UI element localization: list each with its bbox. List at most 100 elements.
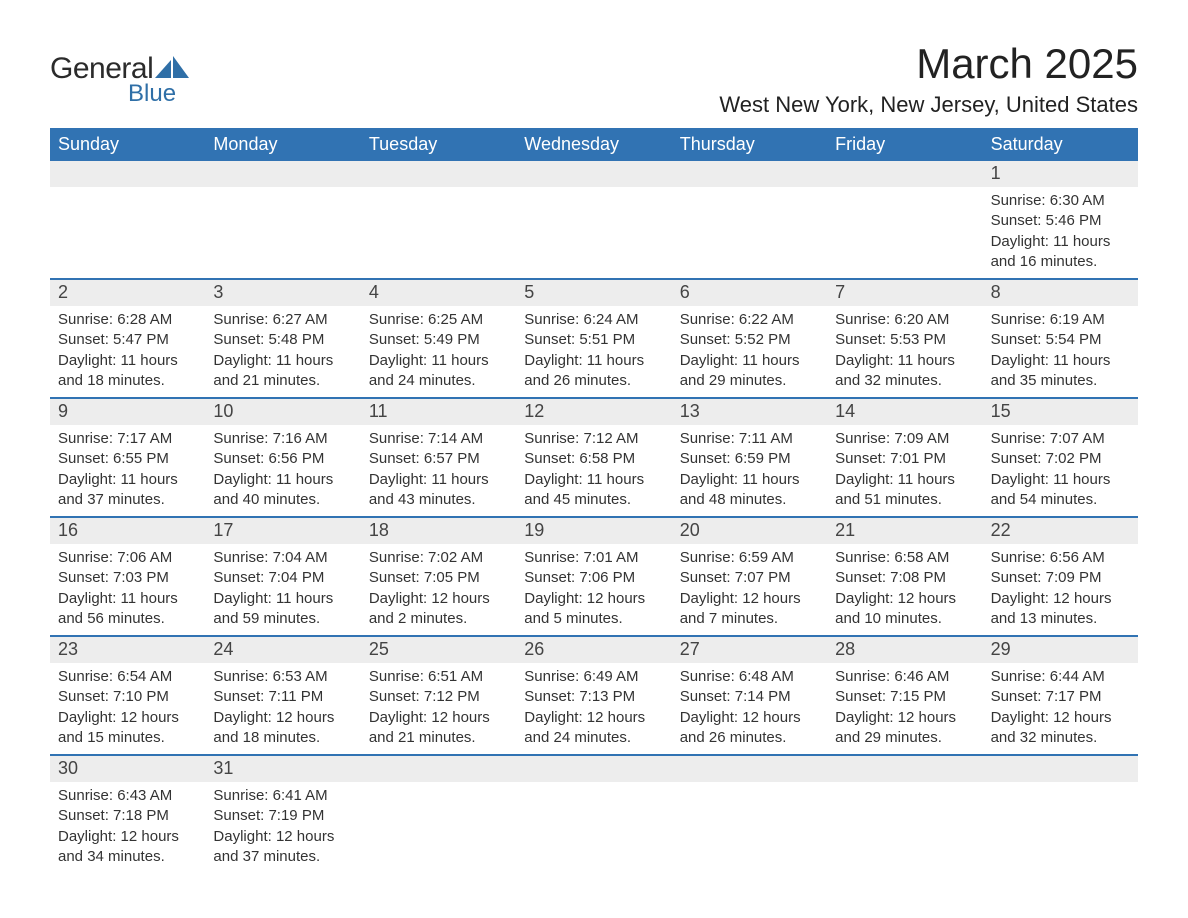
sunset-text: Sunset: 7:09 PM	[991, 568, 1130, 588]
weekday-header-row: SundayMondayTuesdayWednesdayThursdayFrid…	[50, 128, 1138, 161]
sunrise-text: Sunrise: 6:49 AM	[524, 667, 663, 687]
daylight-text: Daylight: 11 hours and 16 minutes.	[991, 232, 1130, 273]
day-cell: 12Sunrise: 7:12 AMSunset: 6:58 PMDayligh…	[516, 399, 671, 516]
day-cell: 15Sunrise: 7:07 AMSunset: 7:02 PMDayligh…	[983, 399, 1138, 516]
sunset-text: Sunset: 6:56 PM	[213, 449, 352, 469]
sunset-text: Sunset: 5:47 PM	[58, 330, 197, 350]
sunset-text: Sunset: 6:58 PM	[524, 449, 663, 469]
day-body: Sunrise: 6:28 AMSunset: 5:47 PMDaylight:…	[50, 306, 205, 397]
day-number: 9	[50, 399, 205, 425]
day-cell: 30Sunrise: 6:43 AMSunset: 7:18 PMDayligh…	[50, 756, 205, 873]
day-cell	[205, 161, 360, 278]
sunset-text: Sunset: 7:17 PM	[991, 687, 1130, 707]
weeks-container: 1Sunrise: 6:30 AMSunset: 5:46 PMDaylight…	[50, 161, 1138, 873]
day-cell: 6Sunrise: 6:22 AMSunset: 5:52 PMDaylight…	[672, 280, 827, 397]
sunrise-text: Sunrise: 6:48 AM	[680, 667, 819, 687]
daylight-text: Daylight: 12 hours and 5 minutes.	[524, 589, 663, 630]
sunrise-text: Sunrise: 6:58 AM	[835, 548, 974, 568]
day-cell	[983, 756, 1138, 873]
day-number: 5	[516, 280, 671, 306]
day-number: 28	[827, 637, 982, 663]
sunset-text: Sunset: 7:13 PM	[524, 687, 663, 707]
day-cell: 13Sunrise: 7:11 AMSunset: 6:59 PMDayligh…	[672, 399, 827, 516]
day-number: 4	[361, 280, 516, 306]
sunset-text: Sunset: 6:55 PM	[58, 449, 197, 469]
day-body: Sunrise: 7:14 AMSunset: 6:57 PMDaylight:…	[361, 425, 516, 516]
day-number: 23	[50, 637, 205, 663]
day-number: 19	[516, 518, 671, 544]
sunset-text: Sunset: 7:15 PM	[835, 687, 974, 707]
day-number	[205, 161, 360, 187]
day-body: Sunrise: 6:56 AMSunset: 7:09 PMDaylight:…	[983, 544, 1138, 635]
day-cell: 23Sunrise: 6:54 AMSunset: 7:10 PMDayligh…	[50, 637, 205, 754]
day-number: 8	[983, 280, 1138, 306]
sunset-text: Sunset: 7:11 PM	[213, 687, 352, 707]
daylight-text: Daylight: 11 hours and 26 minutes.	[524, 351, 663, 392]
sunrise-text: Sunrise: 6:30 AM	[991, 191, 1130, 211]
daylight-text: Daylight: 12 hours and 15 minutes.	[58, 708, 197, 749]
sunset-text: Sunset: 5:53 PM	[835, 330, 974, 350]
sunset-text: Sunset: 7:04 PM	[213, 568, 352, 588]
daylight-text: Daylight: 11 hours and 24 minutes.	[369, 351, 508, 392]
day-body: Sunrise: 7:07 AMSunset: 7:02 PMDaylight:…	[983, 425, 1138, 516]
sunset-text: Sunset: 6:57 PM	[369, 449, 508, 469]
sunrise-text: Sunrise: 7:14 AM	[369, 429, 508, 449]
sunrise-text: Sunrise: 6:59 AM	[680, 548, 819, 568]
sunset-text: Sunset: 5:54 PM	[991, 330, 1130, 350]
day-body: Sunrise: 6:46 AMSunset: 7:15 PMDaylight:…	[827, 663, 982, 754]
day-number: 26	[516, 637, 671, 663]
day-body: Sunrise: 6:53 AMSunset: 7:11 PMDaylight:…	[205, 663, 360, 754]
weekday-label: Tuesday	[361, 128, 516, 161]
day-body: Sunrise: 6:30 AMSunset: 5:46 PMDaylight:…	[983, 187, 1138, 278]
location-subtitle: West New York, New Jersey, United States	[719, 92, 1138, 118]
day-cell	[827, 161, 982, 278]
sunrise-text: Sunrise: 6:41 AM	[213, 786, 352, 806]
daylight-text: Daylight: 11 hours and 40 minutes.	[213, 470, 352, 511]
daylight-text: Daylight: 12 hours and 7 minutes.	[680, 589, 819, 630]
daylight-text: Daylight: 11 hours and 54 minutes.	[991, 470, 1130, 511]
week-row: 30Sunrise: 6:43 AMSunset: 7:18 PMDayligh…	[50, 754, 1138, 873]
weekday-label: Saturday	[983, 128, 1138, 161]
daylight-text: Daylight: 12 hours and 18 minutes.	[213, 708, 352, 749]
sunrise-text: Sunrise: 6:22 AM	[680, 310, 819, 330]
sunset-text: Sunset: 7:03 PM	[58, 568, 197, 588]
sunset-text: Sunset: 5:46 PM	[991, 211, 1130, 231]
day-number	[827, 756, 982, 782]
sunrise-text: Sunrise: 6:20 AM	[835, 310, 974, 330]
day-body: Sunrise: 7:06 AMSunset: 7:03 PMDaylight:…	[50, 544, 205, 635]
daylight-text: Daylight: 11 hours and 51 minutes.	[835, 470, 974, 511]
day-cell: 1Sunrise: 6:30 AMSunset: 5:46 PMDaylight…	[983, 161, 1138, 278]
daylight-text: Daylight: 12 hours and 29 minutes.	[835, 708, 974, 749]
sunrise-text: Sunrise: 7:07 AM	[991, 429, 1130, 449]
day-body: Sunrise: 6:24 AMSunset: 5:51 PMDaylight:…	[516, 306, 671, 397]
sunrise-text: Sunrise: 6:51 AM	[369, 667, 508, 687]
day-body: Sunrise: 6:44 AMSunset: 7:17 PMDaylight:…	[983, 663, 1138, 754]
day-cell: 19Sunrise: 7:01 AMSunset: 7:06 PMDayligh…	[516, 518, 671, 635]
day-number	[361, 161, 516, 187]
day-cell: 10Sunrise: 7:16 AMSunset: 6:56 PMDayligh…	[205, 399, 360, 516]
day-number: 14	[827, 399, 982, 425]
weekday-label: Sunday	[50, 128, 205, 161]
sunset-text: Sunset: 5:48 PM	[213, 330, 352, 350]
day-cell: 16Sunrise: 7:06 AMSunset: 7:03 PMDayligh…	[50, 518, 205, 635]
sunset-text: Sunset: 5:51 PM	[524, 330, 663, 350]
sunrise-text: Sunrise: 7:12 AM	[524, 429, 663, 449]
day-cell: 20Sunrise: 6:59 AMSunset: 7:07 PMDayligh…	[672, 518, 827, 635]
day-number: 7	[827, 280, 982, 306]
day-body: Sunrise: 6:43 AMSunset: 7:18 PMDaylight:…	[50, 782, 205, 873]
day-number: 18	[361, 518, 516, 544]
day-cell	[50, 161, 205, 278]
weekday-label: Thursday	[672, 128, 827, 161]
day-cell: 21Sunrise: 6:58 AMSunset: 7:08 PMDayligh…	[827, 518, 982, 635]
page-title: March 2025	[719, 40, 1138, 88]
day-cell: 8Sunrise: 6:19 AMSunset: 5:54 PMDaylight…	[983, 280, 1138, 397]
day-cell	[516, 756, 671, 873]
sunset-text: Sunset: 7:08 PM	[835, 568, 974, 588]
day-body: Sunrise: 6:49 AMSunset: 7:13 PMDaylight:…	[516, 663, 671, 754]
day-cell: 26Sunrise: 6:49 AMSunset: 7:13 PMDayligh…	[516, 637, 671, 754]
daylight-text: Daylight: 11 hours and 48 minutes.	[680, 470, 819, 511]
day-number: 15	[983, 399, 1138, 425]
week-row: 1Sunrise: 6:30 AMSunset: 5:46 PMDaylight…	[50, 161, 1138, 278]
day-body: Sunrise: 6:22 AMSunset: 5:52 PMDaylight:…	[672, 306, 827, 397]
day-cell	[361, 161, 516, 278]
